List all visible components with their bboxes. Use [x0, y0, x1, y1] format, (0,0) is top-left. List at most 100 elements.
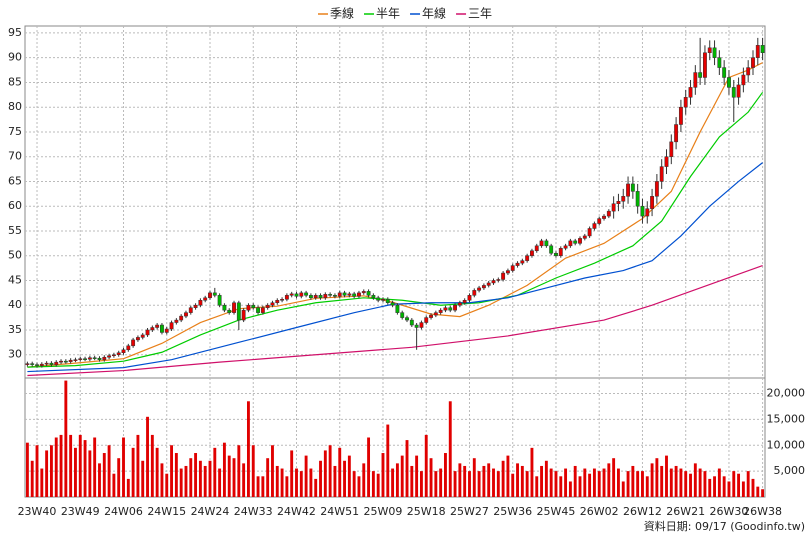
volume-bar	[458, 463, 462, 497]
candle-body	[505, 270, 510, 274]
y-tick-label: 70	[8, 150, 22, 163]
candle-body	[703, 52, 707, 78]
volume-bar	[568, 481, 572, 497]
volume-bar	[453, 471, 457, 497]
volume-bar	[309, 468, 313, 497]
candle-body	[462, 300, 467, 303]
candle-body	[275, 300, 280, 303]
candle-body	[126, 345, 131, 351]
volume-bar	[669, 468, 673, 497]
candle-body	[409, 319, 414, 326]
volume-bar	[280, 468, 284, 497]
candle-body	[707, 47, 712, 53]
volume-bar	[352, 471, 356, 497]
candle-body	[145, 329, 150, 336]
candle-body	[630, 183, 635, 192]
volume-bar	[434, 471, 438, 497]
candle-body	[381, 299, 385, 301]
candle-body	[121, 349, 126, 354]
volume-bar	[170, 445, 173, 497]
candle-body	[83, 358, 87, 360]
x-tick-label: 26W30	[710, 505, 749, 518]
y-tick-label: 55	[8, 224, 22, 237]
candle-body	[366, 291, 371, 296]
candle-body	[621, 196, 626, 202]
x-tick-label: 26W12	[623, 505, 662, 518]
volume-bar	[74, 447, 77, 497]
volume-bar	[338, 447, 342, 497]
x-tick-label: 25W45	[537, 505, 576, 518]
volume-bar	[713, 476, 716, 497]
volume-bar	[376, 473, 380, 497]
candle-body	[650, 196, 655, 209]
volume-bar	[703, 471, 707, 497]
volume-bar	[602, 468, 606, 497]
volume-bar	[256, 476, 260, 497]
candle-body	[448, 307, 453, 311]
candle-body	[337, 292, 342, 297]
volume-bar	[463, 465, 467, 497]
volume-bar	[179, 468, 183, 497]
volume-bar	[117, 458, 121, 497]
volume-bar	[631, 465, 635, 497]
ma-line	[27, 91, 764, 368]
volume-bar	[247, 401, 250, 497]
candle-body	[241, 309, 246, 321]
candle-body	[616, 201, 621, 204]
volume-bar	[64, 380, 68, 497]
candle-body	[669, 141, 674, 157]
x-tick-label: 25W36	[493, 505, 532, 518]
volume-bar	[275, 465, 279, 497]
x-tick-label: 24W15	[147, 505, 186, 518]
volume-bar	[295, 468, 298, 497]
candle-body	[481, 285, 486, 289]
volume-bar	[650, 463, 654, 497]
candle-body	[352, 293, 357, 297]
candle-body	[510, 265, 515, 271]
volume-bar	[405, 440, 409, 497]
volume-bar	[323, 450, 327, 497]
candle-body	[477, 287, 482, 291]
candle-body	[722, 67, 727, 78]
candle-body	[44, 362, 49, 365]
candle-body	[491, 280, 496, 284]
candle-body	[333, 295, 337, 297]
volume-bar	[429, 458, 433, 497]
volume-bar	[83, 440, 87, 497]
candle-body	[515, 262, 520, 266]
candle-body	[424, 317, 429, 323]
candle-body	[284, 295, 289, 300]
candle-body	[304, 292, 309, 296]
candle-body	[347, 293, 352, 296]
candle-body	[741, 74, 746, 86]
volume-bar	[343, 460, 346, 497]
volume-bar	[549, 468, 553, 497]
volume-bar	[49, 445, 53, 497]
volume-bar	[155, 447, 159, 497]
candle-body	[184, 312, 188, 317]
volume-bar	[30, 460, 34, 497]
candle-body	[626, 183, 630, 197]
ma-line	[27, 62, 763, 368]
x-tick-label: 26W02	[580, 505, 619, 518]
candle-body	[597, 218, 602, 224]
candle-body	[568, 240, 573, 247]
y2-tick-label: 15,000	[767, 412, 806, 425]
volume-bar	[232, 458, 236, 497]
y-tick-label: 95	[8, 26, 22, 39]
volume-bar	[69, 434, 73, 497]
volume-bar	[636, 471, 640, 497]
volume-bar	[160, 463, 164, 497]
volume-bar	[573, 465, 577, 497]
volume-bar	[98, 463, 101, 497]
candle-body	[539, 240, 544, 247]
ma-line	[27, 265, 763, 377]
candle-body	[554, 252, 558, 256]
candle-body	[299, 292, 304, 297]
volume-bar	[400, 455, 404, 497]
volume-bar	[626, 471, 630, 497]
candle-body	[683, 97, 688, 108]
volume-bar	[684, 471, 688, 497]
volume-bar	[391, 468, 395, 497]
volume-bar	[540, 465, 543, 497]
